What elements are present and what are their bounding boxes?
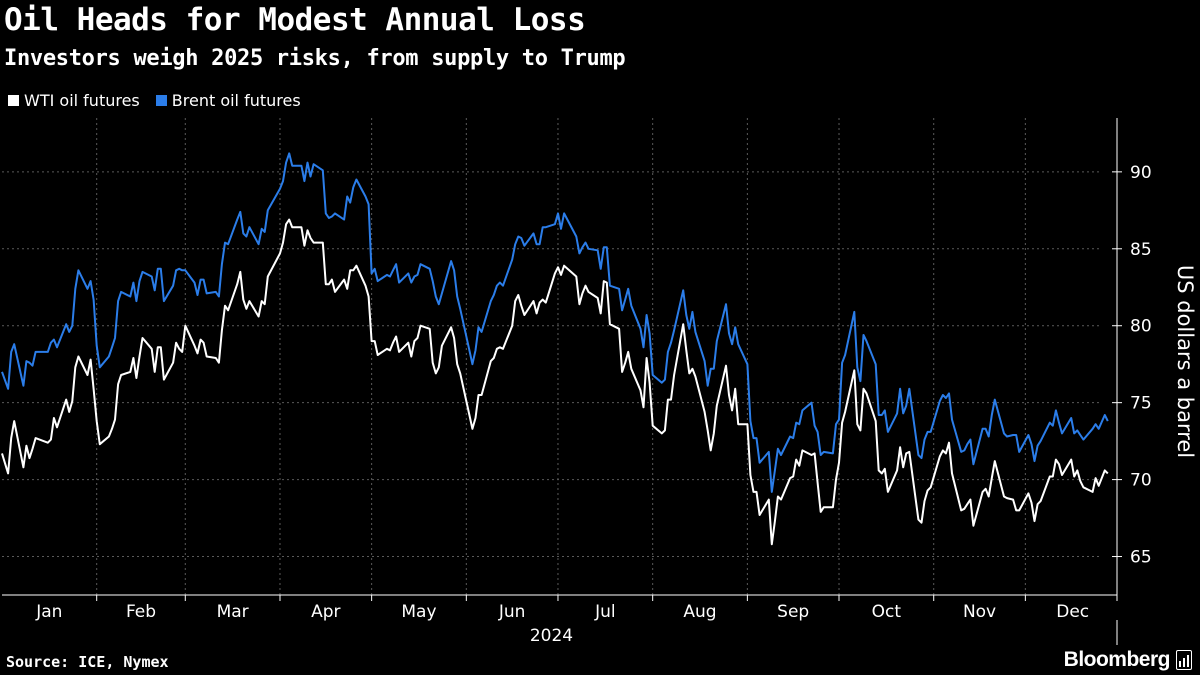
grid bbox=[2, 118, 1101, 595]
x-tick-label: Jan bbox=[35, 602, 62, 622]
y-tick-label: 85 bbox=[1130, 240, 1152, 260]
legend-label-brent: Brent oil futures bbox=[171, 91, 301, 110]
source-note: Source: ICE, Nymex bbox=[6, 653, 169, 671]
y-tick-label: 90 bbox=[1130, 163, 1152, 183]
x-tick-label: Nov bbox=[963, 602, 996, 622]
legend-item-brent: Brent oil futures bbox=[155, 91, 301, 110]
y-tick-label: 70 bbox=[1130, 471, 1152, 491]
brand-name: Bloomberg bbox=[1063, 648, 1171, 671]
series-line-brent bbox=[1, 152, 1109, 493]
axes: 65 70 75 80 85 90 Jan Feb Mar Apr May Jun Jul Aug Sep O… bbox=[2, 118, 1197, 646]
x-tick-label: Dec bbox=[1056, 602, 1089, 622]
year-label: 2024 bbox=[530, 626, 573, 646]
y-tick-label: 80 bbox=[1130, 317, 1152, 337]
x-tick-label: Oct bbox=[872, 602, 902, 622]
bloomberg-terminal-icon bbox=[1176, 650, 1192, 670]
x-tick-label: Sep bbox=[777, 602, 809, 622]
legend-swatch-wti bbox=[8, 95, 19, 106]
x-tick-label: Mar bbox=[217, 602, 249, 622]
x-tick-label: May bbox=[401, 602, 436, 622]
y-tick-label: 75 bbox=[1130, 394, 1152, 414]
series-line-wti bbox=[1, 218, 1109, 546]
x-tick-label: Aug bbox=[683, 602, 716, 622]
legend-label-wti: WTI oil futures bbox=[24, 91, 140, 110]
x-tick-label: Apr bbox=[311, 602, 340, 622]
x-tick-label: Feb bbox=[126, 602, 156, 622]
x-tick-label: Jun bbox=[498, 602, 526, 622]
chart-title: Oil Heads for Modest Annual Loss bbox=[4, 2, 586, 38]
y-tick-label: 65 bbox=[1130, 548, 1152, 568]
legend-item-wti: WTI oil futures bbox=[8, 91, 140, 110]
y-axis-title: US dollars a barrel bbox=[1173, 265, 1197, 458]
chart-subtitle: Investors weigh 2025 risks, from supply … bbox=[4, 46, 626, 71]
x-tick-label: Jul bbox=[594, 602, 616, 622]
legend: WTI oil futures Brent oil futures bbox=[8, 91, 301, 110]
brand: Bloomberg bbox=[1064, 648, 1192, 672]
series-layer bbox=[1, 152, 1109, 546]
legend-swatch-brent bbox=[155, 95, 167, 106]
